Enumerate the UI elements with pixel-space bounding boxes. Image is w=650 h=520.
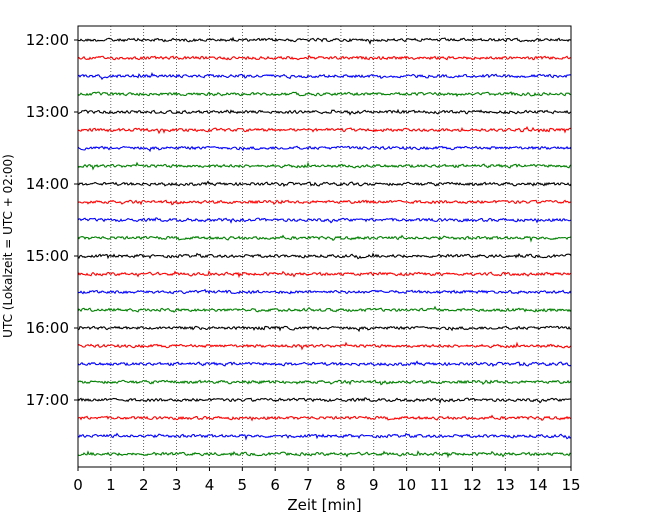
x-tick-label: 6 bbox=[270, 476, 280, 494]
x-axis-label: Zeit [min] bbox=[287, 496, 361, 514]
seismic-trace bbox=[77, 145, 572, 153]
x-tick-label: 11 bbox=[430, 476, 449, 494]
seismic-trace bbox=[77, 126, 572, 135]
x-axis-ticks: 0 1 2 3 4 5 6 7 8 9 10 11 12 13 14 15 bbox=[73, 467, 581, 494]
seismic-trace bbox=[77, 72, 572, 81]
x-tick-label: 14 bbox=[529, 476, 548, 494]
seismic-trace bbox=[77, 234, 572, 243]
seismic-trace bbox=[77, 305, 572, 313]
seismic-trace bbox=[77, 199, 572, 206]
y-tick-label: 16:00 bbox=[26, 319, 69, 337]
y-tick-label: 12:00 bbox=[26, 31, 69, 49]
seismic-trace bbox=[77, 161, 572, 171]
seismic-trace bbox=[77, 397, 572, 404]
y-tick-label: 15:00 bbox=[26, 247, 69, 265]
seismic-trace bbox=[77, 252, 572, 260]
plot-background bbox=[78, 26, 571, 467]
x-tick-label: 4 bbox=[205, 476, 215, 494]
seismic-trace bbox=[77, 36, 572, 45]
x-tick-label: 1 bbox=[106, 476, 116, 494]
seismic-trace bbox=[77, 288, 572, 295]
seismic-trace bbox=[77, 432, 572, 441]
x-tick-label: 10 bbox=[397, 476, 416, 494]
seismic-trace bbox=[77, 270, 572, 279]
y-axis-ticks: 12:00 13:00 14:00 15:00 16:00 17:00 bbox=[26, 31, 78, 409]
seismic-trace bbox=[77, 341, 572, 351]
x-tick-label: 8 bbox=[336, 476, 346, 494]
seismic-trace bbox=[77, 217, 572, 224]
x-tick-label: 3 bbox=[172, 476, 182, 494]
x-tick-label: 5 bbox=[238, 476, 248, 494]
seismic-trace bbox=[77, 379, 572, 386]
x-tick-label: 2 bbox=[139, 476, 149, 494]
seismic-trace bbox=[77, 414, 572, 422]
y-tick-label: 13:00 bbox=[26, 103, 69, 121]
y-tick-label: 17:00 bbox=[26, 391, 69, 409]
seismic-trace bbox=[77, 450, 572, 459]
seismic-trace bbox=[77, 325, 572, 333]
x-tick-label: 15 bbox=[561, 476, 580, 494]
x-tick-label: 7 bbox=[303, 476, 313, 494]
seismic-traces bbox=[77, 36, 572, 459]
seismic-trace bbox=[77, 360, 572, 368]
seismic-trace bbox=[77, 91, 572, 98]
x-tick-label: 0 bbox=[73, 476, 83, 494]
y-tick-label: 14:00 bbox=[26, 175, 69, 193]
x-tick-label: 12 bbox=[463, 476, 482, 494]
y-axis-label: UTC (Lokalzeit = UTC + 02:00) bbox=[1, 154, 15, 338]
plot-frame bbox=[77, 25, 572, 468]
x-tick-label: 13 bbox=[496, 476, 515, 494]
seismic-trace bbox=[77, 180, 572, 188]
x-tick-label: 9 bbox=[369, 476, 379, 494]
seismic-trace bbox=[77, 108, 572, 116]
seismic-trace bbox=[77, 54, 572, 61]
